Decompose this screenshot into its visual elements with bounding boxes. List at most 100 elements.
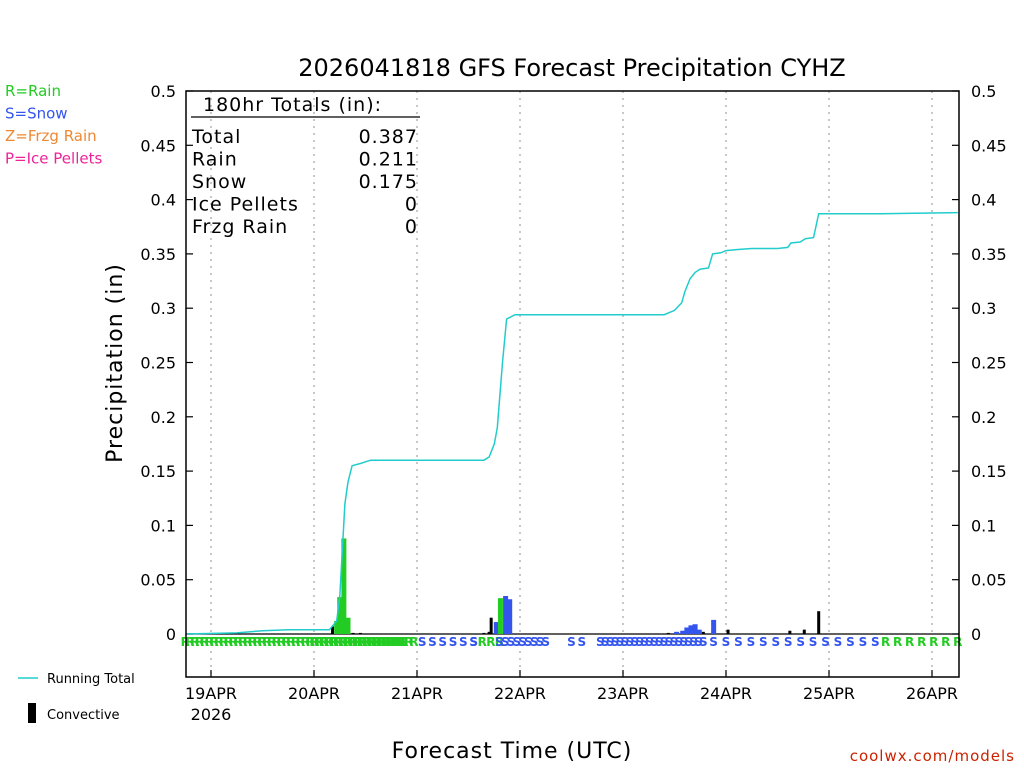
precip-type-letter: S [809, 635, 818, 649]
precip-type-letter: R [190, 635, 199, 649]
precip-type-letter: S [501, 635, 510, 649]
totals-header: 180hr Totals (in): [203, 94, 382, 116]
precip-type-letter: R [478, 635, 487, 649]
precip-type-letter: R [319, 635, 328, 649]
precip-type-letter: R [395, 635, 404, 649]
precip-type-letter: R [373, 635, 382, 649]
precip-type-letter: S [530, 635, 539, 649]
precip-type-letter: R [404, 635, 413, 649]
precip-type-letter: R [306, 635, 315, 649]
precip-type-letter: S [665, 635, 674, 649]
precip-bar [503, 595, 509, 634]
totals-row-label: Snow [192, 171, 247, 193]
totals-row-label: Frzg Rain [192, 216, 288, 238]
x-axis: 19APR 2026 20APR 21APR 22APR 23APR 24APR 25APR 2… [185, 670, 958, 724]
totals-box: 180hr Totals (in): Total 0.387 Rain 0.211 Sno… [191, 94, 420, 238]
precip-type-letter: R [238, 635, 247, 649]
y-tick-label-right: 0.05 [971, 571, 1007, 590]
precip-type-letter: R [334, 635, 343, 649]
precip-type-letter: R [214, 635, 223, 649]
precip-bar [497, 598, 503, 634]
precip-type-letter: R [267, 635, 276, 649]
precip-bar [493, 622, 499, 634]
precip-bar [692, 624, 698, 634]
x-tick-label: 24APR [700, 684, 752, 703]
precip-bar [684, 627, 690, 634]
precip-bar [482, 632, 486, 634]
x-tick-label: 22APR [494, 684, 546, 703]
precip-type-letter: R [315, 635, 324, 649]
precip-type-letter: S [621, 635, 630, 649]
legend-entry: R=Rain [5, 82, 61, 100]
precip-type-letter: S [495, 635, 504, 649]
precip-type-letter: R [296, 635, 305, 649]
precip-type-letter: S [567, 635, 576, 649]
precip-type-letter: R [291, 635, 300, 649]
y-tick-label-right: 0.35 [971, 245, 1007, 264]
precip-type-letter: S [428, 635, 437, 649]
precip-type-letter: R [358, 635, 367, 649]
precip-type-letter: S [759, 635, 768, 649]
precip-type-letter: R [349, 635, 358, 649]
precip-type-letter: S [694, 635, 703, 649]
precip-type-letter: R [399, 635, 408, 649]
precip-type-letter: R [185, 635, 194, 649]
precip-type-letter: R [881, 635, 890, 649]
legend-entry: P=Ice Pellets [5, 150, 102, 168]
x-axis-label: Forecast Time (UTC) [392, 739, 633, 764]
credit-text: coolwx.com/models [850, 747, 1015, 765]
precip-type-letter: R [195, 635, 204, 649]
precip-type-letter: R [409, 635, 418, 649]
precip-type-letter: S [469, 635, 478, 649]
precip-bar [688, 625, 694, 634]
convective-legend-swatch [28, 703, 36, 723]
precip-type-letter: S [616, 635, 625, 649]
precip-type-letter: S [469, 635, 478, 649]
y-tick-label: 0.2 [151, 408, 176, 427]
precip-type-letter: R [320, 635, 329, 649]
precip-type-letter: R [385, 635, 394, 649]
precip-bar [337, 597, 343, 634]
precip-type-letter: R [333, 635, 342, 649]
precip-type-letter: S [660, 635, 669, 649]
grid-lines [186, 91, 959, 677]
precip-type-letter: R [277, 635, 286, 649]
precip-type-letter: S [650, 635, 659, 649]
precip-type-letter: R [229, 635, 238, 649]
precip-type-letter: R [233, 635, 242, 649]
precip-type-letter: S [536, 635, 545, 649]
precip-type-letter: R [953, 635, 962, 649]
precip-type-letter: R [328, 635, 337, 649]
precip-type-letter: R [339, 635, 348, 649]
precip-type-letter: R [310, 635, 319, 649]
x-tick-label: 20APR [288, 684, 340, 703]
precip-bars [331, 538, 821, 634]
precip-type-letter: S [699, 635, 708, 649]
y-tick-label: 0.3 [151, 299, 176, 318]
y-axis-left: 0 0.05 0.1 0.15 0.2 0.25 0.3 0.35 0.4 0.45 0.5 [140, 82, 193, 644]
precip-bar [817, 611, 821, 634]
precip-type-letter: R [397, 635, 406, 649]
y-tick-label-right: 0 [971, 625, 981, 644]
convective-legend-label: Convective [47, 708, 120, 723]
precip-bar [711, 619, 717, 634]
precip-type-letter: S [524, 635, 533, 649]
precip-type-letter: R [941, 635, 950, 649]
y-tick-label: 0.45 [140, 136, 176, 155]
precip-bar [701, 631, 705, 634]
y-tick-label-right: 0.5 [971, 82, 996, 101]
y-tick-label-right: 0.15 [971, 462, 1007, 481]
precip-bar [345, 617, 351, 634]
legend-entry: Z=Frzg Rain [5, 127, 97, 145]
precip-type-letter: R [486, 635, 495, 649]
precip-type-letter: S [689, 635, 698, 649]
precip-type-letter: R [338, 635, 347, 649]
precip-type-letter: S [541, 635, 550, 649]
precip-bar [358, 632, 362, 634]
precip-bar [331, 626, 335, 634]
precip-type-letter: R [200, 635, 209, 649]
totals-row-label: Ice Pellets [192, 194, 299, 216]
precip-bar [674, 631, 680, 634]
precip-type-letter: S [859, 635, 868, 649]
